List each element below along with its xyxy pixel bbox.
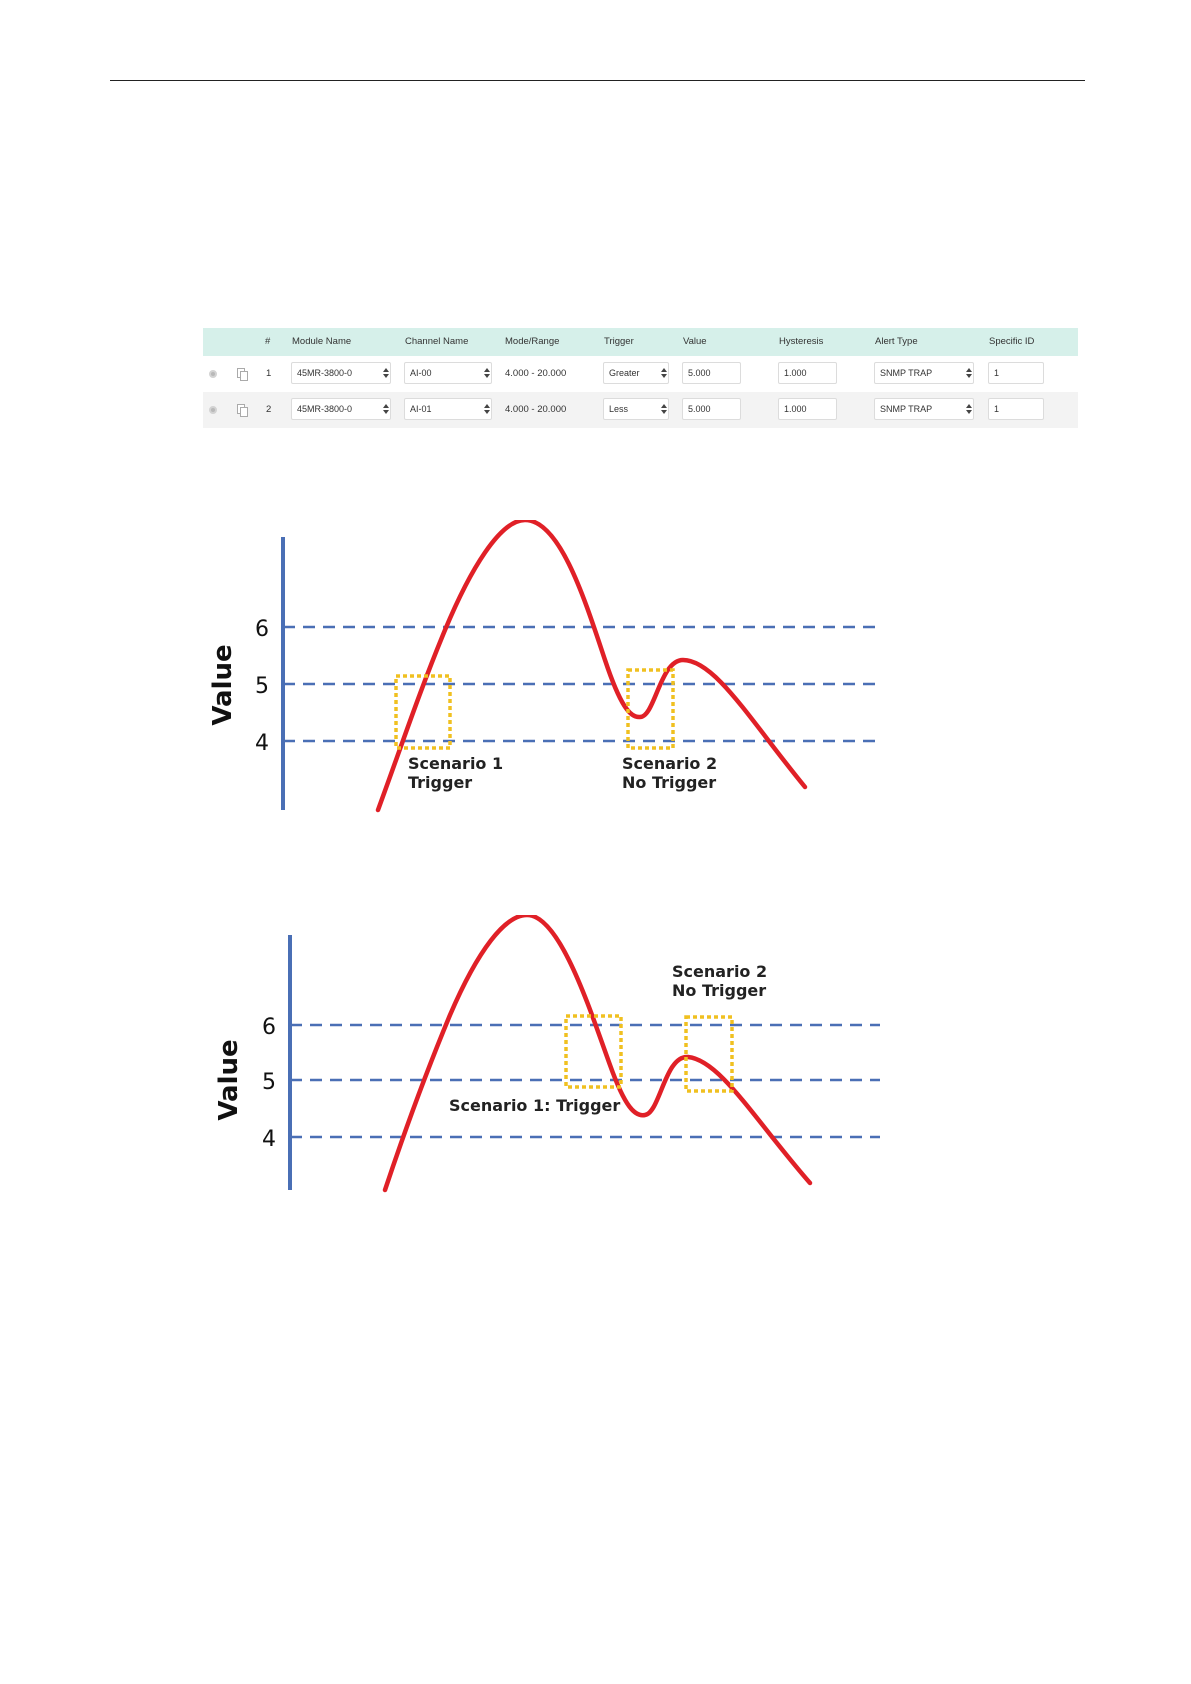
signal-curve <box>375 520 808 813</box>
specific-id-input[interactable]: 1 <box>988 398 1044 420</box>
trigger-select[interactable]: Greater <box>603 362 669 384</box>
scenario-2-box <box>626 668 675 750</box>
scenario-2-label: Scenario 2 <box>672 962 767 981</box>
tick-label-6: 6 <box>255 617 269 642</box>
table-header: # Module Name Channel Name Mode/Range Tr… <box>203 328 1078 356</box>
copy-icon[interactable] <box>237 404 248 417</box>
table-row: 1 45MR-3800-0 AI-00 4.000 - 20.000 Great… <box>203 356 1078 392</box>
trigger-select[interactable]: Less <box>603 398 669 420</box>
tick-label-4: 4 <box>255 731 269 756</box>
specific-id-input[interactable]: 1 <box>988 362 1044 384</box>
scenario-2-label: Scenario 2 <box>622 754 717 773</box>
scenario-2-result: No Trigger <box>622 773 716 792</box>
header-module-name: Module Name <box>292 336 352 347</box>
module-name-select[interactable]: 45MR-3800-0 <box>291 398 391 420</box>
row-number: 2 <box>266 404 272 415</box>
header-specific-id: Specific ID <box>989 336 1035 347</box>
table-row: 2 45MR-3800-0 AI-01 4.000 - 20.000 Less … <box>203 392 1078 428</box>
settings-icon[interactable] <box>209 406 217 414</box>
y-axis-label: Value <box>208 644 238 725</box>
header-channel-name: Channel Name <box>405 336 469 347</box>
value-input[interactable]: 5.000 <box>682 398 741 420</box>
tick-label-4: 4 <box>262 1127 276 1152</box>
page-header-rule <box>110 80 1085 81</box>
less-trigger-diagram: 6 5 4 Value Scenario 1: Trigger Scenario… <box>0 915 1191 1215</box>
channel-name-select[interactable]: AI-01 <box>404 398 492 420</box>
tick-label-6: 6 <box>262 1015 276 1040</box>
channel-name-select[interactable]: AI-00 <box>404 362 492 384</box>
y-axis-label: Value <box>214 1039 244 1120</box>
greater-trigger-diagram: 6 5 4 Value Scenario 1 Trigger Scenario … <box>0 520 1191 820</box>
alert-type-select[interactable]: SNMP TRAP <box>874 362 974 384</box>
scenario-2-box <box>684 1015 734 1093</box>
signal-curve <box>382 915 813 1193</box>
scenario-1-result: Trigger <box>408 773 472 792</box>
settings-icon[interactable] <box>209 370 217 378</box>
header-mode-range: Mode/Range <box>505 336 560 347</box>
module-name-select[interactable]: 45MR-3800-0 <box>291 362 391 384</box>
scenario-2-result: No Trigger <box>672 981 766 1000</box>
row-number: 1 <box>266 368 272 379</box>
mode-range-value: 4.000 - 20.000 <box>505 404 567 415</box>
scenario-1-label: Scenario 1: Trigger <box>449 1096 620 1115</box>
value-input[interactable]: 5.000 <box>682 362 741 384</box>
hysteresis-input[interactable]: 1.000 <box>778 362 837 384</box>
header-hysteresis: Hysteresis <box>779 336 824 347</box>
copy-icon[interactable] <box>237 368 248 381</box>
alarm-rules-table: # Module Name Channel Name Mode/Range Tr… <box>203 328 1078 428</box>
header-alert-type: Alert Type <box>875 336 918 347</box>
header-value: Value <box>683 336 707 347</box>
hysteresis-input[interactable]: 1.000 <box>778 398 837 420</box>
scenario-1-label: Scenario 1 <box>408 754 503 773</box>
alert-type-select[interactable]: SNMP TRAP <box>874 398 974 420</box>
header-num: # <box>265 336 271 347</box>
mode-range-value: 4.000 - 20.000 <box>505 368 567 379</box>
tick-label-5: 5 <box>262 1070 276 1095</box>
tick-label-5: 5 <box>255 674 269 699</box>
header-trigger: Trigger <box>604 336 634 347</box>
